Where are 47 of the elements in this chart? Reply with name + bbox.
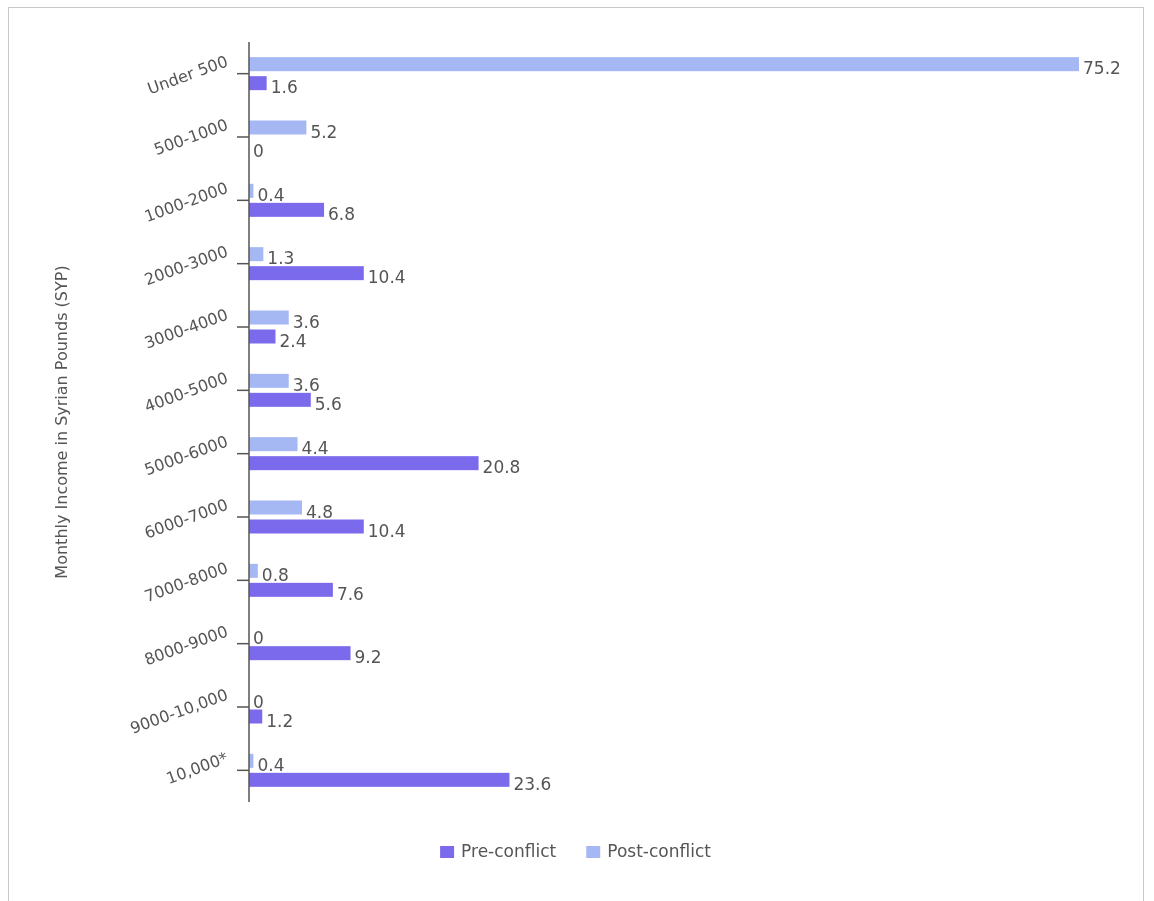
data-label: 7.6	[336, 583, 364, 604]
data-label: 10.4	[367, 267, 406, 288]
data-label: 1.2	[266, 710, 294, 731]
bar	[249, 563, 258, 578]
bar	[249, 373, 289, 388]
data-label: 1.3	[267, 248, 295, 269]
bar	[249, 772, 510, 787]
data-label: 0.4	[257, 754, 285, 775]
data-label: 10.4	[367, 520, 406, 541]
data-label: 5.6	[314, 393, 342, 414]
legend-label: Pre-conflict	[461, 841, 557, 861]
data-label: 23.6	[513, 773, 552, 794]
bar	[249, 500, 302, 515]
bar	[249, 76, 267, 91]
data-label: 6.8	[328, 203, 356, 224]
data-label: 2.4	[279, 330, 307, 351]
bar	[249, 709, 263, 724]
bar	[249, 329, 276, 344]
data-label: 3.6	[292, 374, 320, 395]
bar	[249, 57, 1079, 72]
bar	[249, 247, 264, 262]
data-label: 0.8	[261, 564, 289, 585]
data-label: 0.4	[257, 184, 285, 205]
bar	[249, 120, 307, 135]
bar	[249, 646, 351, 661]
data-label: 0	[253, 628, 264, 649]
data-label: 20.8	[482, 457, 521, 478]
legend-label: Post-conflict	[607, 841, 712, 861]
bar	[249, 310, 289, 325]
bar	[249, 519, 364, 534]
data-label: 75.2	[1083, 58, 1121, 79]
data-label: 3.6	[292, 311, 320, 332]
data-label: 1.6	[270, 77, 298, 98]
bar	[249, 456, 479, 471]
data-label: 0	[253, 691, 264, 712]
bar	[249, 266, 364, 281]
bar	[249, 582, 333, 597]
data-label: 0	[253, 140, 264, 161]
bar	[249, 202, 325, 217]
y-tick-label: Under 500	[144, 51, 231, 99]
y-axis-title: Monthly Income in Syrian Pounds (SYP)	[51, 265, 71, 579]
data-label: 4.8	[305, 501, 334, 522]
bar	[249, 437, 298, 452]
bar	[249, 392, 311, 407]
data-label: 9.2	[354, 647, 382, 668]
data-label: 4.4	[301, 438, 329, 459]
data-label: 5.2	[310, 121, 338, 142]
